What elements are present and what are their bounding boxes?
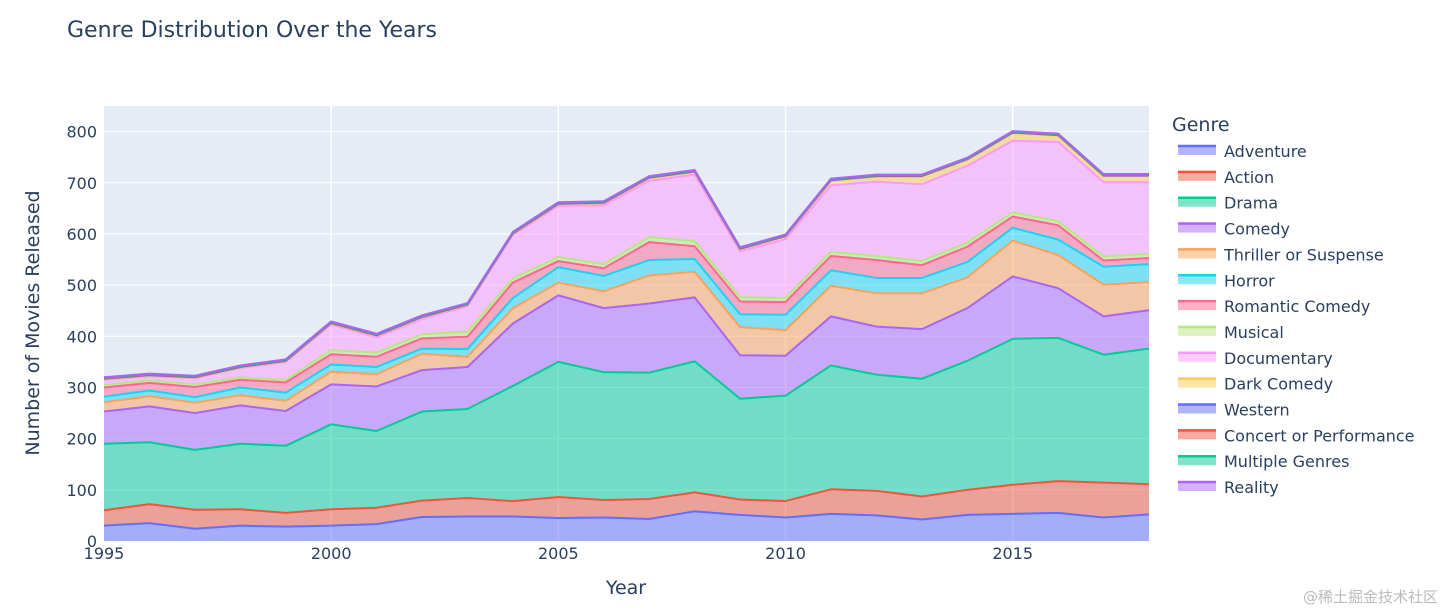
legend-label: Drama: [1224, 194, 1278, 213]
x-axis-title: Year: [605, 577, 646, 599]
legend-swatch: [1178, 249, 1216, 259]
legend-swatch: [1178, 223, 1216, 233]
y-tick-label: 400: [66, 327, 97, 346]
area-documentary[interactable]: [104, 140, 1149, 385]
x-tick-label: 2010: [765, 544, 806, 563]
legend-swatch: [1178, 275, 1216, 285]
area-comedy[interactable]: [104, 276, 1149, 450]
line-series-group: [103, 130, 1150, 530]
legend-item-horror[interactable]: Horror: [1178, 271, 1275, 290]
line-horror: [103, 226, 1150, 399]
legend-swatch: [1178, 352, 1216, 362]
x-tick-label: 2005: [538, 544, 579, 563]
legend-item-adventure[interactable]: Adventure: [1178, 142, 1307, 161]
legend-label: Musical: [1224, 323, 1284, 342]
legend-label: Thriller or Suspense: [1223, 245, 1384, 264]
line-musical: [103, 211, 1150, 386]
line-drama: [103, 336, 1150, 451]
legend-label: Concert or Performance: [1224, 426, 1415, 445]
y-tick-label: 500: [66, 276, 97, 295]
legend-swatch: [1178, 404, 1216, 414]
line-thriller-or-suspense: [103, 239, 1150, 404]
legend-item-reality[interactable]: Reality: [1178, 478, 1279, 497]
y-tick-label: 800: [66, 123, 97, 142]
legend-item-comedy[interactable]: Comedy: [1178, 220, 1290, 239]
line-action: [103, 480, 1150, 514]
legend-item-romantic-comedy[interactable]: Romantic Comedy: [1178, 297, 1370, 316]
legend-item-drama[interactable]: Drama: [1178, 194, 1278, 213]
area-drama[interactable]: [104, 337, 1149, 513]
legend-item-action[interactable]: Action: [1178, 168, 1274, 187]
area-thriller-or-suspense[interactable]: [104, 240, 1149, 414]
legend: Adventure Action Drama Comedy Thriller or Su…: [1178, 142, 1415, 497]
legend-label: Multiple Genres: [1224, 452, 1349, 471]
legend-label: Adventure: [1224, 142, 1307, 161]
legend-label: Western: [1224, 401, 1290, 420]
chart-title: Genre Distribution Over the Years: [67, 18, 437, 43]
y-tick-label: 200: [66, 430, 97, 449]
line-romantic-comedy: [103, 215, 1150, 389]
legend-item-documentary[interactable]: Documentary: [1178, 349, 1333, 368]
legend-item-dark-comedy[interactable]: Dark Comedy: [1178, 375, 1333, 394]
legend-swatch: [1178, 482, 1216, 492]
legend-label: Documentary: [1224, 349, 1333, 368]
x-axis-ticks: 1995 2000 2005 2010 2015: [84, 544, 1033, 563]
y-axis-ticks: 0 100 200 300 400 500 600 700 800: [66, 123, 97, 551]
x-tick-label: 2000: [311, 544, 352, 563]
legend-label: Romantic Comedy: [1224, 297, 1370, 316]
y-tick-label: 100: [66, 481, 97, 500]
line-comedy: [103, 275, 1150, 415]
line-reality: [103, 130, 1149, 379]
legend-swatch: [1178, 146, 1216, 155]
legend-swatch: [1178, 326, 1216, 336]
y-axis-title: Number of Movies Released: [22, 190, 44, 455]
legend-swatch: [1178, 197, 1216, 207]
legend-label: Dark Comedy: [1224, 375, 1333, 394]
y-tick-label: 300: [66, 378, 97, 397]
area-horror[interactable]: [104, 227, 1149, 403]
legend-label: Reality: [1224, 478, 1279, 497]
legend-item-multiple-genres[interactable]: Multiple Genres: [1178, 452, 1349, 471]
x-tick-label: 2015: [992, 544, 1033, 563]
legend-swatch: [1178, 456, 1216, 466]
y-tick-label: 0: [87, 532, 97, 551]
legend-label: Comedy: [1224, 220, 1290, 239]
legend-swatch: [1178, 171, 1216, 181]
legend-label: Action: [1224, 168, 1274, 187]
legend-swatch: [1178, 301, 1216, 311]
legend-item-thriller-or-suspense[interactable]: Thriller or Suspense: [1178, 245, 1384, 264]
area-adventure[interactable]: [104, 511, 1149, 541]
legend-label: Horror: [1224, 271, 1275, 290]
watermark: @稀土掘金技术社区: [1303, 588, 1438, 606]
legend-swatch: [1178, 430, 1216, 440]
legend-item-concert-or-performance[interactable]: Concert or Performance: [1178, 426, 1415, 445]
legend-swatch: [1178, 378, 1216, 388]
y-tick-label: 700: [66, 174, 97, 193]
x-tick-label: 1995: [84, 544, 125, 563]
legend-item-western[interactable]: Western: [1178, 401, 1290, 420]
legend-item-musical[interactable]: Musical: [1178, 323, 1284, 342]
line-adventure: [103, 510, 1150, 530]
y-tick-label: 600: [66, 225, 97, 244]
legend-title: Genre: [1172, 114, 1230, 136]
